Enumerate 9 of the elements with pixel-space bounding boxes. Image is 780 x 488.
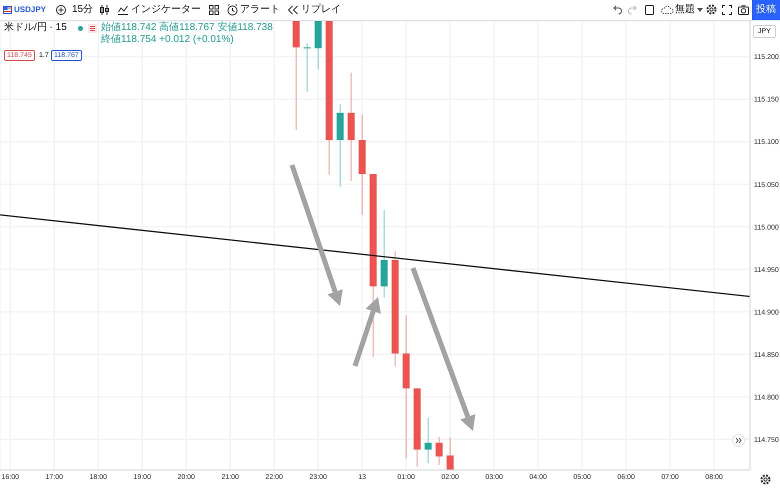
text: アラート — [240, 4, 280, 15]
chart-title: 米ドル/円 · 15 — [4, 22, 67, 33]
text: リプレイ — [301, 4, 341, 15]
text: インジケーター — [131, 4, 201, 15]
text: 無題 — [675, 4, 695, 15]
text: 始値118.742 高値118.767 安値118.738 終値118.754 +0.012 (+0.01%) — [101, 22, 273, 45]
text: 15分 — [72, 4, 94, 15]
text: USDJPY — [14, 5, 46, 14]
text: 投稿 — [756, 4, 776, 15]
